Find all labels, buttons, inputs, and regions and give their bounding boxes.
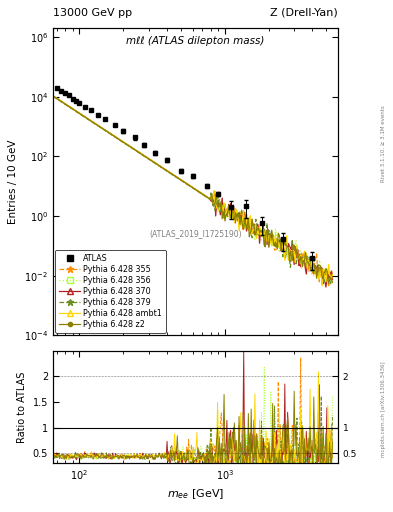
Text: 13000 GeV pp: 13000 GeV pp — [53, 8, 132, 18]
Text: mcplots.cern.ch [arXiv:1306.3436]: mcplots.cern.ch [arXiv:1306.3436] — [381, 362, 386, 457]
Text: (ATLAS_2019_I1725190): (ATLAS_2019_I1725190) — [149, 229, 242, 239]
Legend: ATLAS, Pythia 6.428 355, Pythia 6.428 356, Pythia 6.428 370, Pythia 6.428 379, P: ATLAS, Pythia 6.428 355, Pythia 6.428 35… — [55, 250, 165, 333]
Y-axis label: Ratio to ATLAS: Ratio to ATLAS — [17, 371, 27, 443]
X-axis label: $m_{ee}$ [GeV]: $m_{ee}$ [GeV] — [167, 487, 224, 501]
Y-axis label: Entries / 10 GeV: Entries / 10 GeV — [8, 139, 18, 224]
Text: Z (Drell-Yan): Z (Drell-Yan) — [270, 8, 338, 18]
Text: mℓℓ (ATLAS dilepton mass): mℓℓ (ATLAS dilepton mass) — [126, 36, 265, 46]
Text: Rivet 3.1.10, ≥ 3.1M events: Rivet 3.1.10, ≥ 3.1M events — [381, 105, 386, 182]
